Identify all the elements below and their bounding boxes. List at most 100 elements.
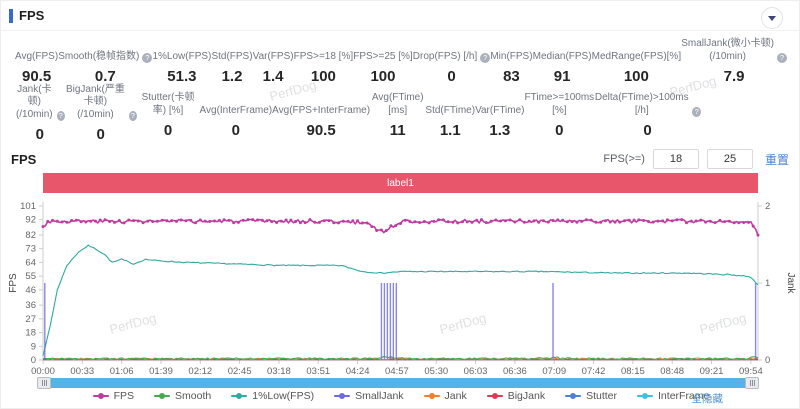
stat-value: 1.3 <box>489 122 511 139</box>
svg-text:01:06: 01:06 <box>110 366 134 377</box>
stat-row2-4: Avg(FPS+InterFrame) 90.5 <box>272 91 370 143</box>
stat-row1-6: FPS>=25 [%] 100 <box>353 37 412 87</box>
svg-text:FPS: FPS <box>8 273 19 293</box>
stat-row1-9: Median(FPS) 91 <box>533 37 592 87</box>
help-icon[interactable]: ? <box>56 111 65 121</box>
svg-text:64: 64 <box>25 257 36 268</box>
fps-threshold-label: FPS(>=) <box>603 153 645 165</box>
svg-text:06:03: 06:03 <box>464 366 488 377</box>
stat-row1-2: 1%Low(FPS) 51.3 <box>152 37 211 87</box>
legend-item-Stutter[interactable]: Stutter <box>565 390 617 402</box>
stat-row1-11: SmallJank(微小卡顿) (/10min)? 7.9 <box>681 37 787 87</box>
stat-row1-4: Var(FPS) 1.4 <box>253 37 294 87</box>
svg-text:00:33: 00:33 <box>70 366 94 377</box>
stat-row2-1: BigJank(严重卡顿) (/10min)? 0 <box>65 84 137 143</box>
legend-label: BigJank <box>507 390 546 402</box>
stat-row1-8: Min(FPS) 83 <box>490 37 532 87</box>
svg-text:82: 82 <box>25 230 36 241</box>
svg-text:08:15: 08:15 <box>621 366 645 377</box>
datazoom-slider[interactable] <box>43 378 758 388</box>
stat-label: Median(FPS) <box>532 50 592 62</box>
svg-text:01:39: 01:39 <box>149 366 173 377</box>
stat-row1-7: Drop(FPS) [/h]? 0 <box>413 37 491 87</box>
stat-value: 7.9 <box>723 68 745 85</box>
chart-section-bar: FPS FPS(>=) 重置 <box>1 147 799 171</box>
legend-item-FPS[interactable]: FPS <box>92 390 134 402</box>
svg-text:05:30: 05:30 <box>424 366 448 377</box>
stat-row2-2: Stutter(卡顿率) [%] 0 <box>137 91 200 143</box>
collapse-panel-button[interactable] <box>761 7 783 29</box>
panel-header: FPS <box>1 1 799 31</box>
legend-label: InterFrame <box>658 390 710 402</box>
stat-label: Smooth(稳帧指数)? <box>58 37 153 63</box>
svg-text:2: 2 <box>765 201 770 212</box>
stat-label: Stutter(卡顿率) [%] <box>141 92 195 116</box>
legend-item-SmallJank[interactable]: SmallJank <box>334 390 404 402</box>
legend-marker <box>334 393 351 399</box>
svg-text:04:57: 04:57 <box>385 366 409 377</box>
series-1%Low(FPS) <box>42 244 759 357</box>
svg-text:04:24: 04:24 <box>346 366 370 377</box>
datazoom-right-handle[interactable] <box>745 377 759 389</box>
legend-marker <box>154 393 171 399</box>
stat-row2-9: Delta(FTime)>100ms [/h]? 0 <box>594 91 701 143</box>
svg-text:36: 36 <box>25 300 36 311</box>
stat-row1-5: FPS>=18 [%] 100 <box>294 37 353 87</box>
svg-text:92: 92 <box>25 215 36 226</box>
help-icon[interactable]: ? <box>480 53 491 63</box>
help-icon[interactable]: ? <box>692 107 701 117</box>
stat-value: 0 <box>35 126 45 143</box>
svg-text:00:00: 00:00 <box>31 366 55 377</box>
legend-label: 1%Low(FPS) <box>252 390 315 402</box>
reset-link[interactable]: 重置 <box>764 152 789 167</box>
stat-value: 0 <box>96 126 105 143</box>
svg-text:09:54: 09:54 <box>739 366 763 377</box>
chart-legend: FPS Smooth 1%Low(FPS) SmallJank Jank BigJank S… <box>1 390 799 402</box>
stat-label: SmallJank(微小卡顿) (/10min)? <box>681 37 787 63</box>
stat-value: 100 <box>370 68 396 85</box>
stat-value: 0 <box>163 122 173 139</box>
stat-label: 1%Low(FPS) <box>152 50 212 62</box>
stat-label: Avg(FPS+InterFrame) <box>272 104 371 116</box>
stat-label: Avg(FTime) [ms] <box>371 92 424 116</box>
stat-value: 1.4 <box>262 68 284 85</box>
svg-text:09:21: 09:21 <box>700 366 724 377</box>
fps-threshold-filter: FPS(>=) 重置 <box>603 149 799 169</box>
svg-text:Jank: Jank <box>785 272 796 294</box>
label-banner: label1 <box>43 173 758 193</box>
stat-value: 0 <box>555 122 564 139</box>
stat-label: Avg(FPS) <box>15 50 59 62</box>
stat-label: Std(FTime) <box>425 104 476 116</box>
help-icon[interactable]: ? <box>129 111 137 121</box>
help-icon[interactable]: ? <box>776 53 787 63</box>
legend-label: Smooth <box>175 390 212 402</box>
stat-label: Min(FPS) <box>490 50 533 62</box>
svg-text:02:12: 02:12 <box>188 366 212 377</box>
stat-label: Delta(FTime)>100ms [/h]? <box>594 91 701 117</box>
stat-row2-0: Jank(卡顿) (/10min)? 0 <box>15 84 65 143</box>
svg-text:06:36: 06:36 <box>503 366 527 377</box>
stat-value: 0 <box>447 68 456 85</box>
legend-marker <box>231 393 248 399</box>
svg-text:07:42: 07:42 <box>582 366 606 377</box>
stat-label: Std(FPS) <box>211 50 253 62</box>
stat-label: Var(FPS) <box>252 50 294 62</box>
legend-item-BigJank[interactable]: BigJank <box>486 390 546 402</box>
svg-text:18: 18 <box>25 328 36 339</box>
help-icon[interactable]: ? <box>142 53 153 63</box>
datazoom-left-handle[interactable] <box>37 377 51 389</box>
stat-row2-3: Avg(InterFrame) 0 <box>200 91 273 143</box>
legend-item-Smooth[interactable]: Smooth <box>154 390 211 402</box>
svg-text:27: 27 <box>25 314 36 325</box>
chart-section-title: FPS <box>11 151 37 167</box>
fps-threshold-input-1[interactable] <box>652 149 699 169</box>
fps-threshold-input-2[interactable] <box>706 149 753 169</box>
stats-row-2: Jank(卡顿) (/10min)? 0 BigJank(严重卡顿) (/10min… <box>1 84 799 143</box>
stat-row2-8: FTime>=100ms [%] 0 <box>525 91 595 143</box>
legend-item-1%Low(FPS)[interactable]: 1%Low(FPS) <box>231 390 314 402</box>
svg-text:07:09: 07:09 <box>542 366 566 377</box>
legend-item-InterFrame[interactable]: InterFrame <box>637 390 709 402</box>
legend-item-Jank[interactable]: Jank <box>423 390 467 402</box>
hide-all-link[interactable]: 全隐藏 <box>691 393 724 405</box>
